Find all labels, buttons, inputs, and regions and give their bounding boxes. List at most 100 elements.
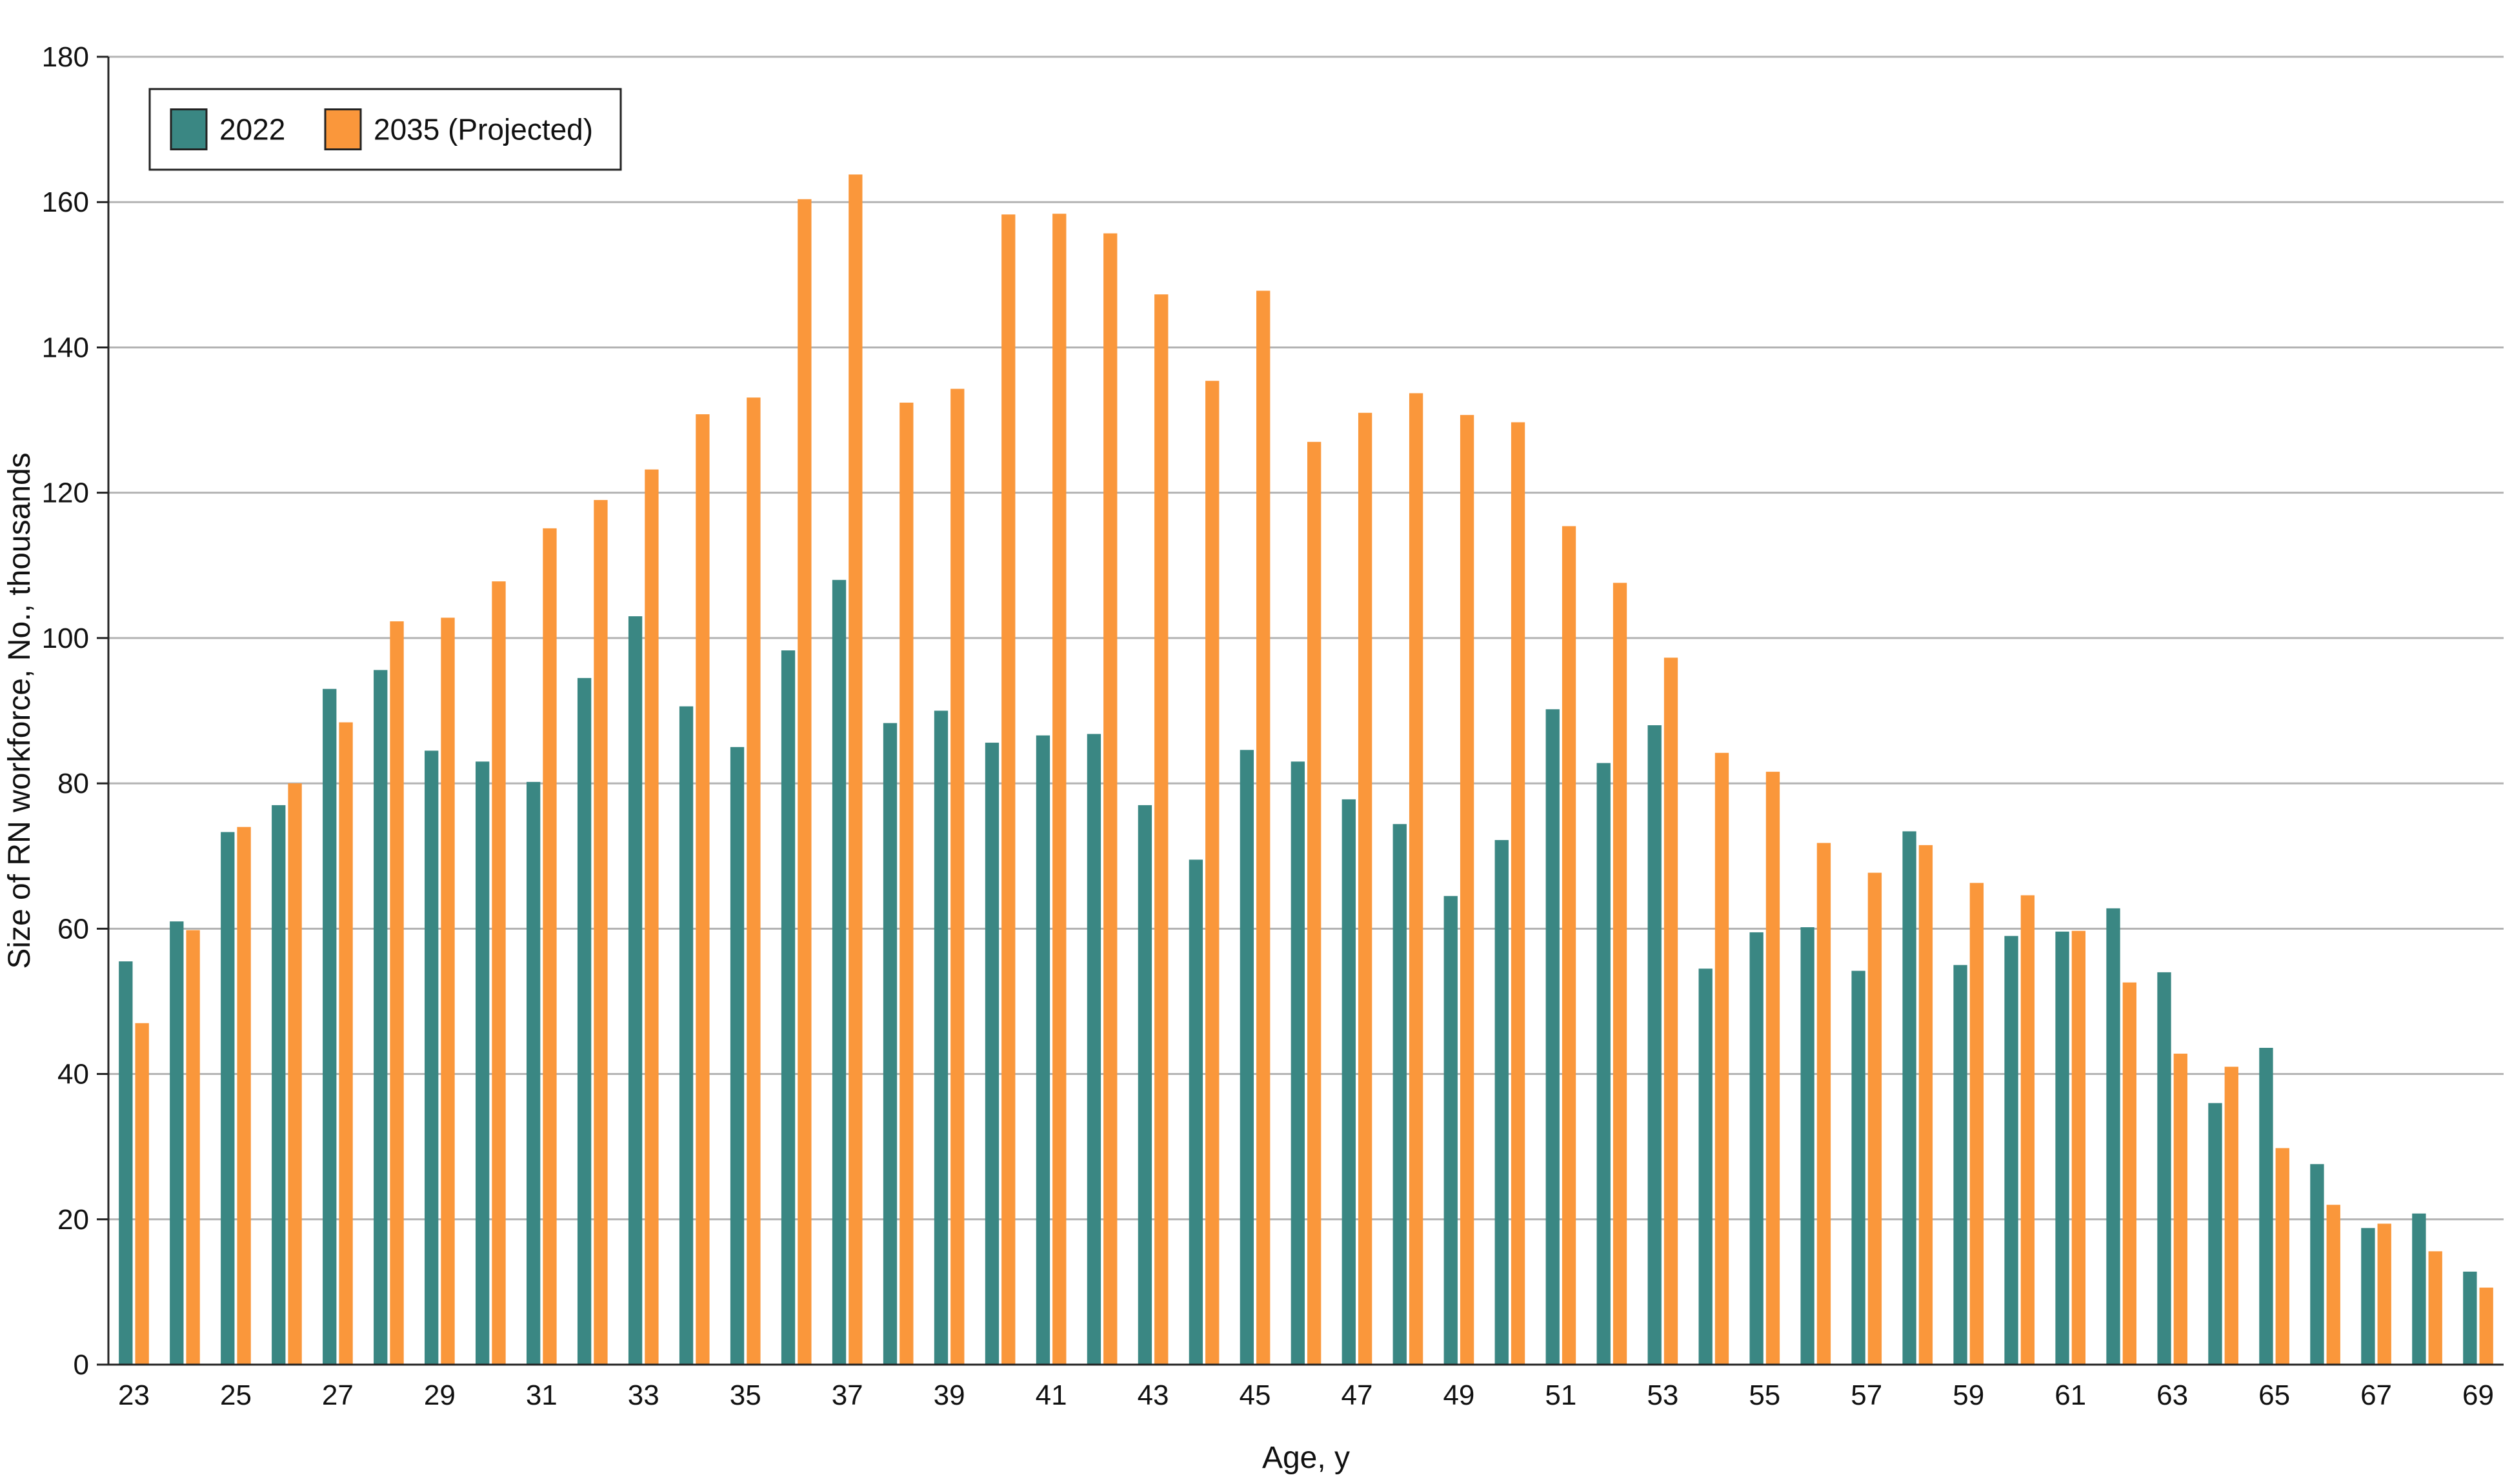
bar-series-1 xyxy=(628,616,643,1365)
bar-series-1 xyxy=(1443,896,1458,1365)
y-tick-label: 180 xyxy=(42,41,89,73)
bar-series-1 xyxy=(679,706,694,1365)
bar-series-2 xyxy=(288,783,302,1365)
bar-series-1 xyxy=(1800,927,1814,1365)
legend-swatch-series-2 xyxy=(324,108,362,150)
bar-series-1 xyxy=(2055,931,2069,1365)
bar-series-1 xyxy=(1596,763,1611,1365)
bar-series-2 xyxy=(1358,412,1372,1365)
x-axis-label: Age, y xyxy=(1262,1441,1350,1475)
x-tick-label: 47 xyxy=(1341,1379,1373,1411)
bar-series-2 xyxy=(1613,583,1627,1365)
x-tick-label: 65 xyxy=(2258,1379,2290,1411)
bar-series-1 xyxy=(1240,750,1254,1365)
bar-series-1 xyxy=(170,921,184,1365)
bar-series-2 xyxy=(1816,843,1831,1365)
bar-series-2 xyxy=(2326,1205,2340,1365)
x-tick-label: 33 xyxy=(628,1379,659,1411)
x-tick-label: 35 xyxy=(730,1379,761,1411)
bar-series-1 xyxy=(526,781,541,1365)
bar-series-1 xyxy=(934,710,949,1365)
x-tick-label: 53 xyxy=(1647,1379,1678,1411)
bar-series-1 xyxy=(119,961,133,1365)
y-tick-label: 0 xyxy=(74,1349,89,1381)
x-tick-label: 63 xyxy=(2156,1379,2188,1411)
bar-series-2 xyxy=(492,581,506,1365)
bar-series-2 xyxy=(2428,1251,2442,1365)
x-tick-label: 51 xyxy=(1545,1379,1576,1411)
bar-series-2 xyxy=(1867,872,1882,1365)
y-tick-label: 60 xyxy=(57,913,89,945)
x-tick-label: 69 xyxy=(2462,1379,2494,1411)
x-tick-label: 31 xyxy=(526,1379,558,1411)
y-tick-label: 120 xyxy=(42,477,89,509)
y-tick-label: 160 xyxy=(42,186,89,218)
bar-series-2 xyxy=(543,528,557,1365)
bar-series-1 xyxy=(730,747,745,1365)
y-tick-label: 20 xyxy=(57,1204,89,1236)
bar-series-1 xyxy=(781,650,796,1365)
legend: 2022 2035 (Projected) xyxy=(148,88,622,171)
bar-series-2 xyxy=(1256,290,1271,1365)
bar-series-2 xyxy=(2071,930,2086,1365)
bar-series-2 xyxy=(1205,381,1220,1365)
bar-series-1 xyxy=(1851,970,1865,1365)
x-tick-label: 23 xyxy=(118,1379,150,1411)
bar-series-2 xyxy=(390,621,404,1365)
bar-series-2 xyxy=(849,174,863,1365)
x-tick-label: 67 xyxy=(2360,1379,2392,1411)
bar-series-1 xyxy=(1138,805,1152,1365)
bar-series-1 xyxy=(2208,1103,2222,1365)
bar-series-2 xyxy=(1103,233,1118,1365)
bar-series-2 xyxy=(135,1023,149,1365)
bar-series-2 xyxy=(1409,393,1423,1365)
bar-series-1 xyxy=(1494,839,1509,1365)
bar-series-1 xyxy=(1647,725,1662,1365)
bar-series-1 xyxy=(2361,1228,2375,1365)
bar-series-2 xyxy=(441,617,455,1365)
bar-series-1 xyxy=(2412,1213,2426,1365)
bar-series-2 xyxy=(1562,526,1576,1365)
axes: 0 20 40 60 80 100 120 140 160 180 23 25 27 29 31 33 35 37… xyxy=(3,41,2504,1475)
bar-series-2 xyxy=(1307,441,1321,1365)
x-tick-label: 61 xyxy=(2055,1379,2086,1411)
y-tick-label: 40 xyxy=(57,1059,89,1090)
y-axis-label: Size of RN workforce, No., thousands xyxy=(3,452,37,968)
bar-series-2 xyxy=(186,930,200,1365)
bar-series-1 xyxy=(2004,936,2018,1365)
bar-series-1 xyxy=(425,750,439,1365)
x-tick-label: 41 xyxy=(1036,1379,1067,1411)
bar-series-2 xyxy=(747,397,761,1365)
bar-series-1 xyxy=(883,723,898,1365)
bar-series-2 xyxy=(1154,294,1169,1365)
legend-swatch-series-1 xyxy=(170,108,208,150)
y-tick-label: 140 xyxy=(42,332,89,363)
bar-series-1 xyxy=(1545,709,1560,1365)
x-tick-label: 37 xyxy=(832,1379,863,1411)
bar-series-1 xyxy=(2157,972,2171,1365)
bar-series-2 xyxy=(2377,1223,2391,1365)
x-tick-label: 55 xyxy=(1749,1379,1780,1411)
bar-series-1 xyxy=(1749,932,1763,1365)
bar-series-2 xyxy=(2224,1067,2238,1365)
bar-series-1 xyxy=(2463,1271,2477,1365)
bar-series-2 xyxy=(2122,982,2136,1365)
bar-series-2 xyxy=(2173,1054,2187,1365)
x-tick-label: 29 xyxy=(424,1379,456,1411)
bar-series-2 xyxy=(2479,1287,2493,1365)
bar-series-1 xyxy=(985,743,1000,1365)
legend-label-series-1: 2022 xyxy=(219,113,285,146)
y-tick-label: 80 xyxy=(57,768,89,799)
bar-series-2 xyxy=(1765,772,1780,1365)
x-tick-label: 43 xyxy=(1138,1379,1169,1411)
bar-series-1 xyxy=(2106,908,2120,1365)
bar-series-1 xyxy=(1189,859,1203,1365)
bar-series-1 xyxy=(323,688,337,1365)
bar-series-2 xyxy=(2020,895,2035,1365)
bar-series-2 xyxy=(1663,657,1678,1365)
bar-series-1 xyxy=(1036,735,1050,1365)
bar-series-2 xyxy=(1001,214,1016,1365)
bar-series-1 xyxy=(272,805,286,1365)
